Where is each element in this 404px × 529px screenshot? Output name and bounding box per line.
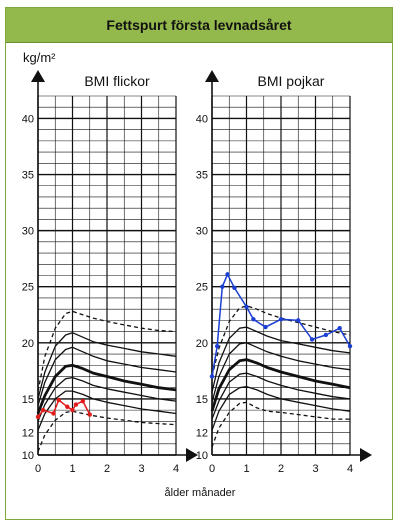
measurement-point <box>209 374 215 379</box>
y-tick-label: 35 <box>22 170 34 182</box>
y-tick-label: 30 <box>196 226 208 238</box>
measurement-point <box>65 404 70 409</box>
y-tick-label: 15 <box>22 394 34 406</box>
measurement-point <box>214 343 220 349</box>
measurement-point <box>296 318 301 323</box>
reference-curve-solid <box>211 372 351 420</box>
y-tick-label: 40 <box>22 113 34 125</box>
measurement-point <box>347 343 353 349</box>
y-tick-label: 25 <box>196 282 208 294</box>
measurement-point <box>278 317 284 322</box>
y-tick-label: 12 <box>22 428 34 440</box>
y-tick-label: 40 <box>196 113 208 125</box>
measurement-point <box>220 284 225 289</box>
measurement-point <box>80 398 86 404</box>
chart-title: Fettspurt första levnadsåret <box>6 8 392 43</box>
measurement-point <box>40 407 46 413</box>
x-tick-label: 3 <box>138 463 144 475</box>
y-tick-label: 20 <box>22 338 34 350</box>
y-tick-label: 10 <box>196 450 208 462</box>
reference-curve-solid <box>37 332 177 400</box>
measurement-point <box>73 402 79 407</box>
measurement-point <box>337 326 342 331</box>
measurement-point <box>323 332 329 338</box>
measurement-point <box>70 407 75 413</box>
y-tick-label: 10 <box>22 450 34 462</box>
panel-title-boys: BMI pojkar <box>258 73 325 89</box>
x-tick-label: 2 <box>278 463 284 475</box>
x-tick-label: 1 <box>69 463 75 475</box>
reference-curve-solid <box>37 376 177 422</box>
reference-curve-dashed <box>37 310 177 392</box>
reference-curve-solid <box>211 326 351 393</box>
panel-title-girls: BMI flickor <box>84 73 150 89</box>
x-tick-label: 1 <box>243 463 249 475</box>
y-axis-arrow-icon <box>31 70 45 82</box>
y-unit-label: kg/m² <box>23 50 56 65</box>
y-tick-label: 25 <box>22 282 34 294</box>
x-tick-label: 0 <box>209 463 215 475</box>
reference-curve-solid <box>37 390 177 431</box>
x-tick-label: 4 <box>173 463 179 475</box>
x-tick-label: 4 <box>347 463 353 475</box>
measurement-point <box>309 337 315 342</box>
y-tick-label: 35 <box>196 170 208 182</box>
measurement-point <box>51 411 56 416</box>
measurement-point <box>56 397 61 403</box>
measurement-line-boys <box>211 272 351 377</box>
reference-curve-dashed <box>211 305 351 377</box>
measurement-point <box>263 324 268 330</box>
grid-boys <box>211 95 351 456</box>
reference-curve-bold <box>36 363 177 415</box>
measurement-point <box>251 317 256 322</box>
x-tick-label: 0 <box>35 463 41 475</box>
x-tick-label: 3 <box>312 463 318 475</box>
x-axis-label: ålder månader <box>165 487 236 499</box>
measurement-point <box>87 412 92 417</box>
x-axis-arrow-icon <box>360 448 372 462</box>
measurement-point <box>225 272 230 277</box>
x-axis-arrow-icon <box>186 448 198 462</box>
measurement-point <box>232 285 237 291</box>
y-tick-label: 20 <box>196 338 208 350</box>
reference-curve-dashed <box>211 401 350 448</box>
x-tick-label: 2 <box>104 463 110 475</box>
reference-curve-solid <box>37 346 177 406</box>
y-tick-label: 30 <box>22 226 34 238</box>
reference-curve-solid <box>211 385 351 431</box>
y-tick-label: 15 <box>196 394 208 406</box>
measurement-point <box>244 304 249 310</box>
chart-frame: Fettspurt första levnadsåret <box>5 7 393 520</box>
reference-curve-solid <box>211 342 351 403</box>
reference-curve-bold <box>210 358 351 412</box>
y-tick-label: 12 <box>196 428 208 440</box>
measurement-point <box>35 414 41 420</box>
y-axis-arrow-icon <box>205 70 219 82</box>
